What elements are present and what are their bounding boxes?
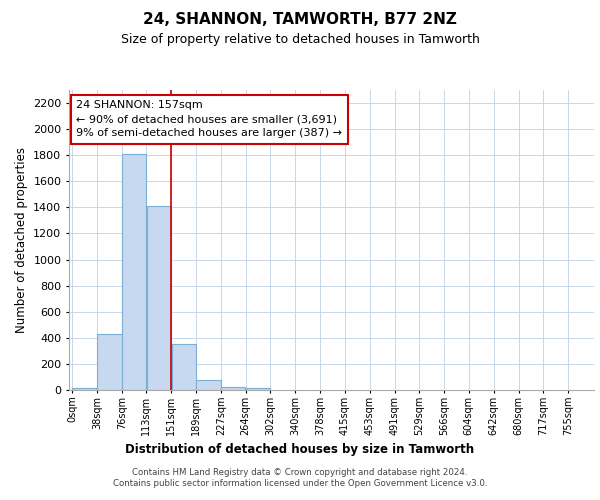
Bar: [196, 380, 221, 390]
Bar: [97, 334, 122, 390]
Text: Size of property relative to detached houses in Tamworth: Size of property relative to detached ho…: [121, 32, 479, 46]
Bar: [245, 388, 271, 390]
Bar: [172, 344, 196, 390]
Text: 24 SHANNON: 157sqm
← 90% of detached houses are smaller (3,691)
9% of semi-detac: 24 SHANNON: 157sqm ← 90% of detached hou…: [76, 100, 342, 138]
Y-axis label: Number of detached properties: Number of detached properties: [14, 147, 28, 333]
Text: Contains HM Land Registry data © Crown copyright and database right 2024.
Contai: Contains HM Land Registry data © Crown c…: [113, 468, 487, 487]
Text: 24, SHANNON, TAMWORTH, B77 2NZ: 24, SHANNON, TAMWORTH, B77 2NZ: [143, 12, 457, 28]
Text: Distribution of detached houses by size in Tamworth: Distribution of detached houses by size …: [125, 442, 475, 456]
Bar: [122, 154, 146, 390]
Bar: [221, 387, 245, 390]
Bar: [73, 388, 97, 390]
Bar: [146, 206, 171, 390]
